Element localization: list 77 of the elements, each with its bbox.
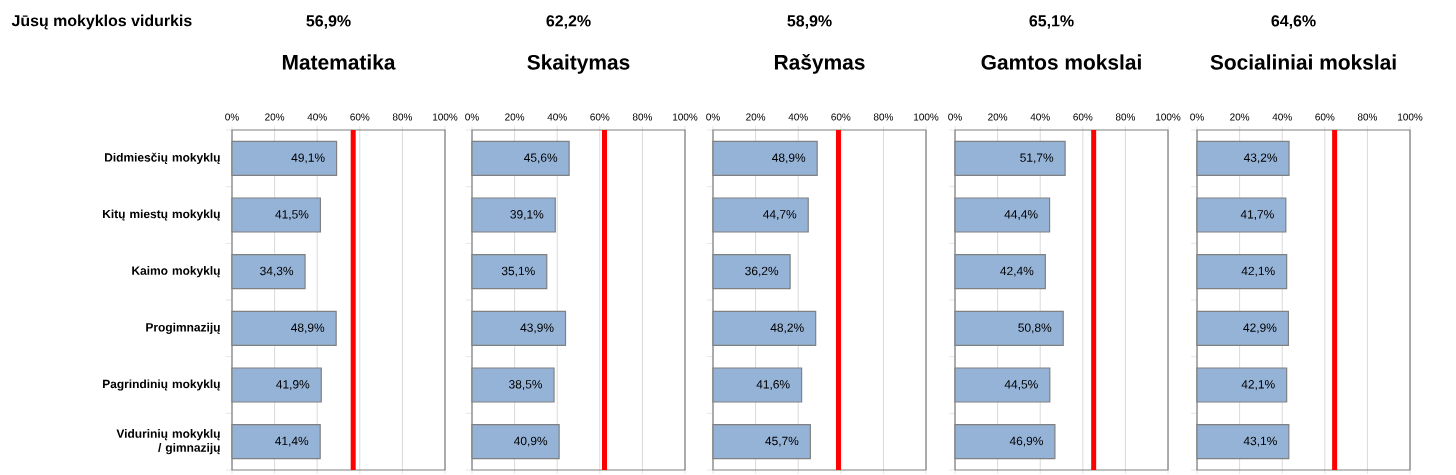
chart-title: Socialiniai mokslai	[1210, 54, 1396, 70]
data-label: 42,9%	[1243, 323, 1277, 334]
x-tick-label: 60%	[1073, 113, 1093, 121]
text: 62,2%	[546, 15, 591, 29]
x-tick-label: 40%	[1272, 113, 1292, 121]
x-tick-label: 40%	[307, 113, 327, 121]
x-tick-label: 100%	[1156, 113, 1181, 121]
x-tick-label: 80%	[392, 113, 413, 121]
chart-title: Skaitymas	[527, 54, 630, 74]
x-tick-label: 20%	[746, 113, 766, 121]
text: 65,1%	[1029, 15, 1074, 29]
data-label: 49,1%	[291, 153, 325, 164]
data-label: 38,5%	[509, 380, 543, 390]
data-label: 43,2%	[1243, 153, 1278, 164]
y-tick-label: Kaimo mokyklų	[132, 266, 220, 278]
x-tick-label: 80%	[873, 113, 894, 121]
x-tick-label: 20%	[265, 113, 285, 121]
text: 58,9%	[787, 15, 832, 29]
data-label: 48,9%	[291, 323, 325, 334]
data-label: 45,6%	[524, 153, 558, 164]
x-tick-label: 60%	[350, 113, 370, 121]
x-tick-label: 0%	[1190, 113, 1204, 121]
data-label: 48,2%	[770, 323, 804, 334]
text: 64,6%	[1271, 15, 1316, 29]
data-label: 44,4%	[1004, 210, 1038, 220]
x-tick-label: 80%	[632, 113, 653, 121]
x-tick-label: 100%	[1398, 113, 1423, 121]
data-label: 44,5%	[1004, 380, 1038, 390]
data-label: 41,4%	[275, 436, 309, 447]
x-tick-label: 100%	[914, 113, 939, 121]
x-tick-label: 100%	[433, 113, 458, 121]
y-tick-label: Vidurinių mokyklų / gimnazijų	[116, 429, 220, 455]
data-label: 51,7%	[1020, 153, 1054, 164]
x-tick-label: 40%	[1030, 113, 1050, 121]
x-tick-label: 20%	[988, 113, 1008, 121]
x-tick-label: 40%	[788, 113, 808, 121]
data-label: 42,1%	[1241, 266, 1275, 277]
data-label: 43,1%	[1243, 436, 1277, 447]
data-label: 44,7%	[763, 210, 797, 220]
data-label: 46,9%	[1009, 436, 1043, 447]
x-tick-label: 60%	[1315, 113, 1335, 121]
x-tick-label: 0%	[225, 113, 239, 121]
x-tick-label: 0%	[465, 113, 479, 121]
y-tick-label: Didmiesčių mokyklų	[105, 152, 220, 165]
data-label: 41,7%	[1240, 210, 1274, 220]
x-tick-label: 20%	[1230, 113, 1250, 121]
x-tick-label: 0%	[706, 113, 720, 121]
data-label: 42,4%	[1000, 266, 1034, 277]
data-label: 40,9%	[513, 436, 548, 447]
chart-title: Gamtos mokslai	[981, 54, 1141, 70]
x-tick-label: 100%	[673, 113, 698, 121]
data-label: 41,5%	[275, 210, 309, 220]
x-tick-label: 60%	[590, 113, 610, 121]
data-label: 41,9%	[276, 380, 310, 390]
x-tick-label: 20%	[505, 113, 525, 121]
x-tick-label: 0%	[948, 113, 962, 121]
chart-title: Rašymas	[774, 53, 865, 74]
x-tick-label: 80%	[1115, 113, 1136, 121]
data-label: 48,9%	[772, 153, 806, 164]
data-label: 39,1%	[510, 210, 544, 220]
data-label: 45,7%	[765, 436, 799, 447]
text: Jūsų mokyklos vidurkis	[11, 14, 192, 30]
x-tick-label: 80%	[1357, 113, 1378, 121]
data-label: 50,8%	[1018, 323, 1052, 334]
x-tick-label: 60%	[831, 113, 851, 121]
data-label: 43,9%	[520, 323, 554, 334]
data-label: 36,2%	[745, 266, 779, 277]
data-label: 34,3%	[260, 266, 294, 277]
x-tick-label: 40%	[547, 113, 567, 121]
y-tick-label: Progimnazijų	[146, 322, 220, 334]
y-tick-label: Kitų miestų mokyklų	[103, 209, 220, 221]
data-label: 35,1%	[501, 266, 535, 277]
chart-title: Matematika	[282, 54, 396, 70]
text: 56,9%	[306, 15, 351, 29]
data-label: 41,6%	[756, 380, 790, 390]
data-label: 42,1%	[1241, 380, 1275, 390]
y-tick-label: Pagrindinių mokyklų	[103, 379, 220, 391]
